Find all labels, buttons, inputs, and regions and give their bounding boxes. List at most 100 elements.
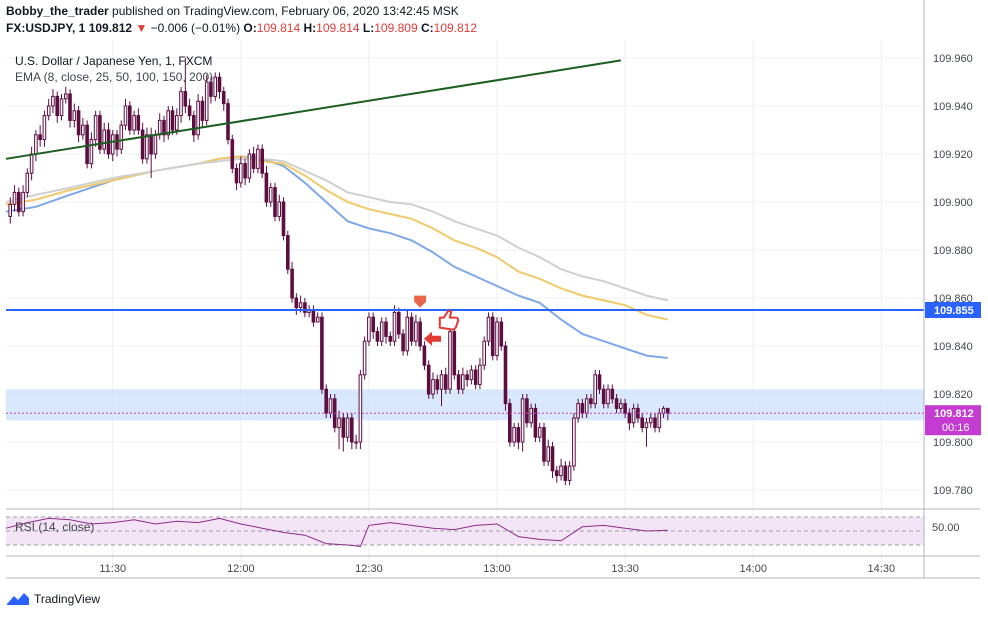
candle-body bbox=[397, 311, 401, 335]
candle-body bbox=[456, 374, 461, 390]
candle-body bbox=[597, 374, 602, 390]
candle-body bbox=[320, 316, 324, 390]
candle-body bbox=[42, 115, 47, 141]
y-tick-label: 109.920 bbox=[933, 149, 973, 161]
candle-body bbox=[657, 412, 662, 429]
y-tick-label: 109.960 bbox=[933, 53, 973, 65]
candle-body bbox=[183, 91, 188, 107]
candle-body bbox=[264, 172, 269, 203]
candle-body bbox=[123, 105, 128, 126]
candle-body bbox=[81, 124, 85, 136]
candle-body bbox=[303, 302, 307, 313]
thumbs-up-icon bbox=[438, 309, 460, 331]
candle-body bbox=[388, 335, 393, 342]
candle-body bbox=[495, 321, 499, 357]
candle-body bbox=[290, 268, 294, 299]
candle-body bbox=[499, 321, 504, 347]
author-name[interactable]: Bobby_the_trader bbox=[6, 4, 109, 18]
rsi-tick: 50.00 bbox=[932, 522, 960, 534]
candle-body bbox=[324, 388, 328, 414]
candle-body bbox=[371, 316, 375, 333]
candle-body bbox=[520, 398, 525, 443]
candle-body bbox=[213, 76, 217, 97]
footer: TradingView bbox=[6, 592, 100, 606]
candle-body bbox=[64, 93, 68, 100]
candle-body bbox=[132, 115, 136, 131]
candle-body bbox=[315, 316, 320, 323]
candle-body bbox=[516, 427, 521, 443]
trendline[interactable] bbox=[5, 59, 622, 160]
candle-body bbox=[362, 340, 367, 376]
symbol-label: FX:USDJPY, 1 bbox=[6, 21, 86, 35]
candle-body bbox=[341, 417, 346, 438]
tradingview-logo-icon bbox=[7, 593, 29, 605]
candle-body bbox=[8, 203, 12, 217]
candle-body bbox=[298, 302, 303, 309]
candle-body bbox=[465, 374, 469, 381]
candle-body bbox=[76, 110, 81, 136]
y-tick-label: 109.800 bbox=[933, 437, 973, 449]
x-tick-label: 13:30 bbox=[611, 563, 639, 575]
candle-body bbox=[273, 187, 277, 217]
candle-body bbox=[234, 167, 239, 184]
candle-body bbox=[653, 417, 657, 429]
candle-body bbox=[98, 115, 102, 150]
ema-line bbox=[5, 155, 669, 321]
x-tick-label: 12:30 bbox=[355, 563, 383, 575]
candle-body bbox=[89, 139, 94, 165]
rsi-line bbox=[5, 517, 668, 547]
candle-body bbox=[256, 148, 260, 169]
legend-title: U.S. Dollar / Japanese Yen, 1, FXCM bbox=[15, 54, 212, 68]
price-change: −0.006 (−0.01%) bbox=[150, 21, 241, 35]
candle-body bbox=[29, 153, 34, 174]
y-tick-label: 109.820 bbox=[933, 389, 973, 401]
candle-body bbox=[601, 388, 606, 405]
candle-body bbox=[623, 403, 627, 414]
candle-body bbox=[631, 407, 636, 424]
candle-body bbox=[358, 374, 363, 443]
candle-body bbox=[268, 187, 273, 203]
down-marker-icon bbox=[414, 295, 427, 308]
candle-body bbox=[175, 115, 179, 131]
candle-body bbox=[384, 321, 388, 337]
x-tick-label: 13:00 bbox=[483, 563, 511, 575]
candle-body bbox=[140, 129, 145, 160]
candle-body bbox=[508, 403, 512, 443]
candle-body bbox=[375, 331, 380, 342]
candle-body bbox=[490, 316, 495, 357]
axes: 11:30 12:00 12:30 13:00 13:30 14:00 14:30 109.9… bbox=[6, 0, 981, 579]
y-tick-label: 109.940 bbox=[933, 101, 973, 113]
footer-brand[interactable]: TradingView bbox=[34, 592, 101, 606]
candle-body bbox=[34, 134, 38, 155]
candle-body bbox=[422, 345, 427, 366]
candle-body bbox=[119, 124, 124, 150]
candle-body bbox=[260, 148, 264, 174]
candle-body bbox=[405, 316, 410, 352]
close-value: 109.812 bbox=[433, 21, 478, 35]
candle-body bbox=[435, 379, 439, 390]
candle-body bbox=[328, 398, 333, 414]
candles bbox=[8, 58, 670, 486]
ohlc-line: FX:USDJPY, 1 109.812 ▼ −0.006 (−0.01%) O… bbox=[6, 21, 477, 35]
candle-body bbox=[461, 374, 465, 390]
ema-lines bbox=[5, 155, 669, 359]
candle-body bbox=[136, 115, 141, 131]
price-zone[interactable] bbox=[6, 389, 924, 421]
candle-body bbox=[204, 81, 209, 121]
candle-body bbox=[85, 124, 89, 165]
candle-body bbox=[345, 417, 350, 438]
candle-body bbox=[226, 103, 230, 141]
ema-line bbox=[5, 157, 669, 302]
candle-body bbox=[584, 398, 589, 414]
x-tick-label: 14:30 bbox=[868, 563, 896, 575]
x-tick-label: 12:00 bbox=[227, 563, 255, 575]
countdown-label: 00:16 bbox=[942, 422, 970, 434]
candle-body bbox=[559, 465, 563, 477]
y-tick-label: 109.880 bbox=[933, 245, 973, 257]
candle-body bbox=[12, 191, 17, 205]
candle-body bbox=[166, 110, 170, 136]
candle-body bbox=[610, 388, 615, 400]
candle-body bbox=[128, 105, 132, 131]
close-label: C: bbox=[420, 21, 434, 35]
